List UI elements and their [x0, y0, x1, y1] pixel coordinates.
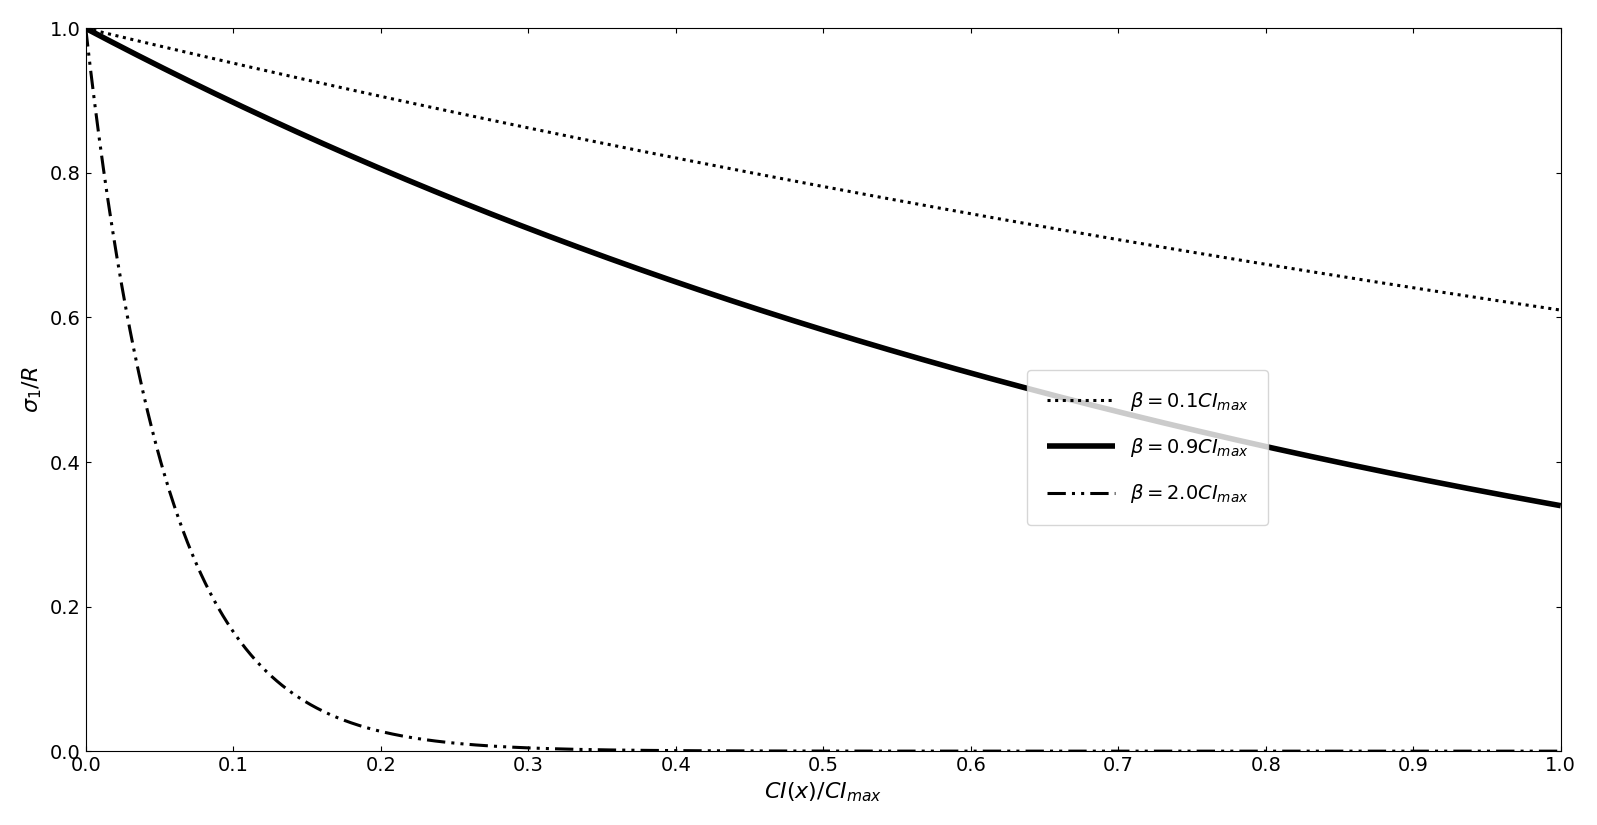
$\beta=0.9CI_{max}$: [1238, 437, 1257, 447]
$\beta=0.1CI_{max}$: [1508, 299, 1527, 309]
$\beta=2.0CI_{max}$: [77, 23, 96, 33]
$\beta=0.1CI_{max}$: [77, 23, 96, 33]
$\beta=0.1CI_{max}$: [794, 177, 813, 187]
$\beta=2.0CI_{max}$: [754, 746, 773, 756]
$\beta=0.1CI_{max}$: [1508, 299, 1527, 309]
$\beta=2.0CI_{max}$: [152, 458, 171, 468]
$\beta=2.0CI_{max}$: [794, 746, 813, 756]
$\beta=0.1CI_{max}$: [754, 170, 773, 180]
Legend: $\beta=0.1CI_{max}$, $\beta=0.9CI_{max}$, $\beta=2.0CI_{max}$: $\beta=0.1CI_{max}$, $\beta=0.9CI_{max}$…: [1027, 370, 1268, 525]
$\beta=0.9CI_{max}$: [152, 62, 171, 72]
$\beta=0.9CI_{max}$: [1551, 501, 1570, 511]
$\beta=2.0CI_{max}$: [1238, 746, 1257, 756]
Y-axis label: $\sigma_1/R$: $\sigma_1/R$: [21, 366, 45, 413]
$\beta=0.1CI_{max}$: [1551, 305, 1570, 315]
$\beta=0.9CI_{max}$: [1508, 493, 1527, 502]
$\beta=0.9CI_{max}$: [77, 23, 96, 33]
$\beta=2.0CI_{max}$: [1551, 746, 1570, 756]
$\beta=0.1CI_{max}$: [152, 41, 171, 51]
$\beta=0.9CI_{max}$: [794, 318, 813, 328]
Line: $\beta=0.1CI_{max}$: $\beta=0.1CI_{max}$: [86, 28, 1560, 310]
Line: $\beta=2.0CI_{max}$: $\beta=2.0CI_{max}$: [86, 28, 1560, 751]
$\beta=2.0CI_{max}$: [1508, 746, 1527, 756]
Line: $\beta=0.9CI_{max}$: $\beta=0.9CI_{max}$: [86, 28, 1560, 506]
X-axis label: $CI(x)/CI_{max}$: $CI(x)/CI_{max}$: [763, 780, 883, 804]
$\beta=0.9CI_{max}$: [754, 306, 773, 316]
$\beta=0.1CI_{max}$: [1238, 257, 1257, 266]
$\beta=2.0CI_{max}$: [1508, 746, 1527, 756]
$\beta=0.9CI_{max}$: [1508, 493, 1527, 502]
